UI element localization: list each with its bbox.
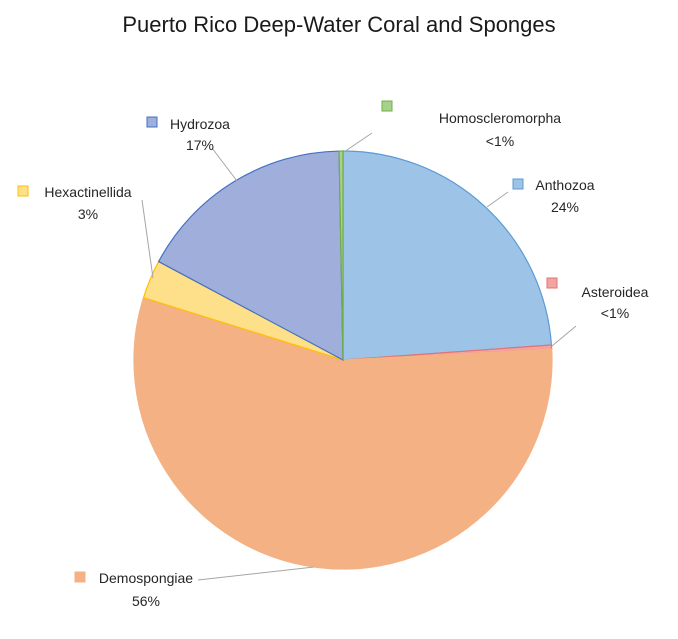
leader-line-demospongiae — [197, 566, 315, 581]
percent-label: <1% — [486, 133, 514, 149]
legend-key-asteroidea — [546, 277, 558, 289]
percent-label: 3% — [78, 206, 98, 222]
data-label-demospongiae: Demospongiae 56% — [74, 570, 193, 609]
category-label: Hydrozoa — [170, 116, 230, 132]
leader-line-anthozoa — [486, 191, 509, 208]
data-label-anthozoa: Anthozoa 24% — [512, 177, 595, 215]
legend-key-hexactinellida — [17, 185, 29, 197]
pie-slice-demospongiae — [133, 296, 553, 570]
data-label-asteroidea: Asteroidea <1% — [546, 277, 649, 321]
chart-title: Puerto Rico Deep-Water Coral and Sponges — [122, 12, 556, 37]
legend-key-demospongiae — [74, 571, 86, 583]
category-label: Anthozoa — [535, 177, 594, 193]
leader-lines — [141, 132, 577, 581]
pie-slice-homoscleromorpha — [338, 150, 344, 361]
leader-line-hexactinellida — [141, 199, 154, 279]
percent-label: 17% — [186, 137, 214, 153]
category-label: Hexactinellida — [44, 184, 131, 200]
legend-key-anthozoa — [512, 178, 524, 190]
leader-line-homoscleromorpha — [343, 132, 373, 153]
data-labels: Anthozoa 24% Asteroidea <1% Demospongiae 56% H… — [17, 100, 649, 609]
leader-line-asteroidea — [551, 325, 577, 347]
pie-slice-anthozoa — [342, 150, 553, 361]
pie-slice-hydrozoa — [157, 150, 344, 362]
legend-key-hydrozoa — [146, 116, 158, 128]
category-label: Demospongiae — [99, 570, 193, 586]
category-label: Asteroidea — [582, 284, 649, 300]
leader-line-hydrozoa — [211, 147, 238, 182]
legend-key-homoscleromorpha — [381, 100, 393, 112]
percent-label: 24% — [551, 199, 579, 215]
data-label-homoscleromorpha: Homoscleromorpha <1% — [381, 100, 561, 149]
category-label: Homoscleromorpha — [439, 110, 561, 126]
percent-label: 56% — [132, 593, 160, 609]
data-label-hexactinellida: Hexactinellida 3% — [17, 184, 132, 222]
data-label-hydrozoa: Hydrozoa 17% — [146, 116, 230, 153]
pie-slices — [133, 150, 553, 570]
percent-label: <1% — [601, 305, 629, 321]
